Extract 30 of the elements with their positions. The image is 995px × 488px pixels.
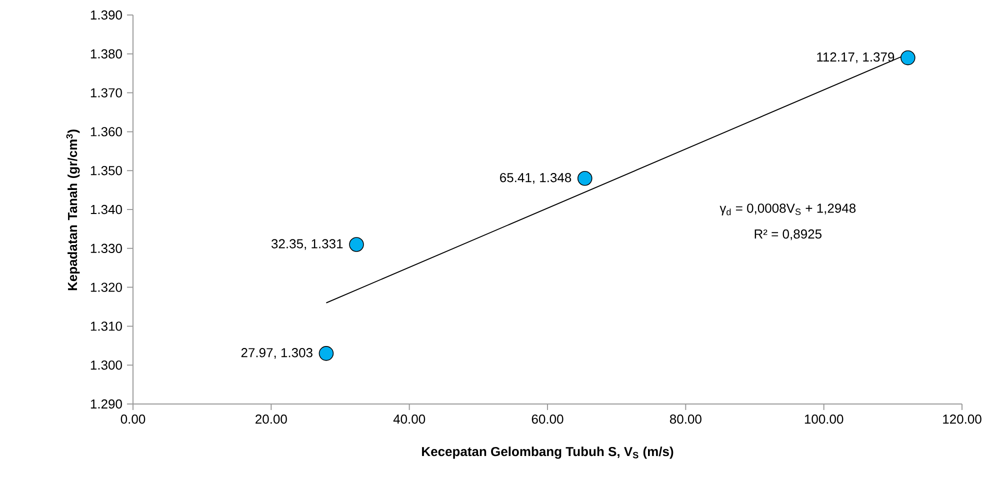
y-tick-label: 1.370	[90, 88, 122, 98]
y-tick-label: 1.320	[90, 282, 122, 292]
y-tick-label: 1.360	[90, 127, 122, 136]
x-tick-label: 100.00	[804, 414, 844, 424]
data-label: 65.41, 1.348	[500, 173, 572, 184]
y-tick-label: 1.330	[90, 244, 122, 253]
point	[349, 237, 364, 252]
y-tick-label: 1.290	[90, 399, 122, 409]
y-tick-label: 1.310	[90, 322, 122, 331]
x-tick-label: 40.00	[393, 414, 426, 424]
point	[577, 170, 592, 186]
x-axis-title: Kecepatan Gelombang Tubuh S, V$_{S}$ (m/s)	[422, 446, 674, 459]
y-tick-label: 1.340	[90, 204, 122, 214]
data-label: 27.97, 1.303	[241, 348, 312, 359]
x-tick-label: 60.00	[532, 414, 564, 424]
data-label: 32.35, 1.331	[272, 239, 343, 250]
y-axis-title: Kepadatan Tanah (gr/cm$^{3}$)	[66, 130, 80, 290]
point	[318, 346, 334, 361]
y-tick-label: 1.300	[90, 360, 122, 370]
annotation: R² = 0,8925	[754, 229, 822, 240]
point	[900, 50, 916, 66]
y-tick-label: 1.390	[90, 10, 122, 20]
y-tick-label: 1.380	[90, 49, 122, 58]
x-tick-label: 80.00	[670, 414, 702, 424]
annotation: γ$_{d}$ = 0,0008V$_{S}$ + 1,2948	[720, 204, 856, 216]
x-tick-label: 20.00	[256, 414, 287, 424]
x-tick-label: 120.00	[943, 414, 982, 424]
x-tick-label: 0.00	[120, 414, 146, 424]
y-tick-label: 1.350	[90, 166, 122, 176]
data-label: 112.17, 1.379	[817, 52, 894, 64]
